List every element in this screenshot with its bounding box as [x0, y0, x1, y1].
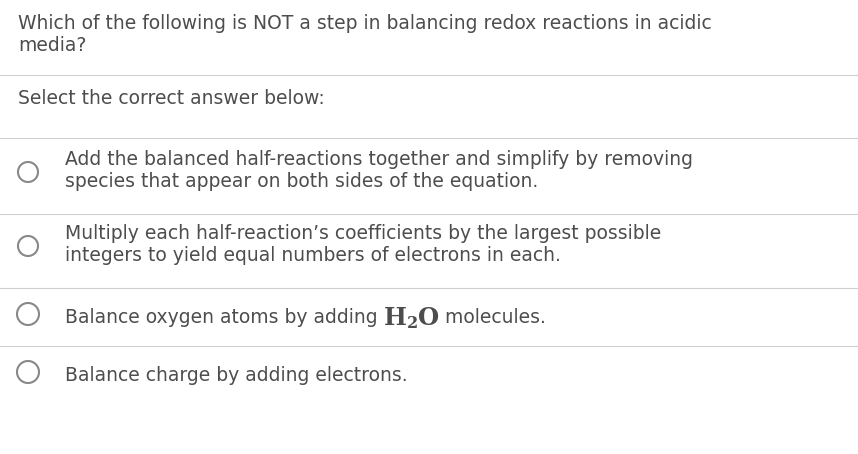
Text: Which of the following is NOT a step in balancing redox reactions in acidic: Which of the following is NOT a step in … — [18, 14, 712, 33]
Text: species that appear on both sides of the equation.: species that appear on both sides of the… — [65, 172, 538, 191]
Text: media?: media? — [18, 36, 87, 55]
Text: Select the correct answer below:: Select the correct answer below: — [18, 89, 324, 108]
Text: O: O — [418, 306, 439, 330]
Text: Balance charge by adding electrons.: Balance charge by adding electrons. — [65, 366, 408, 385]
Text: Balance oxygen atoms by adding: Balance oxygen atoms by adding — [65, 308, 384, 327]
Text: integers to yield equal numbers of electrons in each.: integers to yield equal numbers of elect… — [65, 246, 561, 265]
Text: H: H — [384, 306, 407, 330]
Text: Add the balanced half-reactions together and simplify by removing: Add the balanced half-reactions together… — [65, 150, 693, 169]
Text: 2: 2 — [407, 315, 418, 332]
Text: Multiply each half-reaction’s coefficients by the largest possible: Multiply each half-reaction’s coefficien… — [65, 224, 662, 243]
Text: molecules.: molecules. — [439, 308, 546, 327]
